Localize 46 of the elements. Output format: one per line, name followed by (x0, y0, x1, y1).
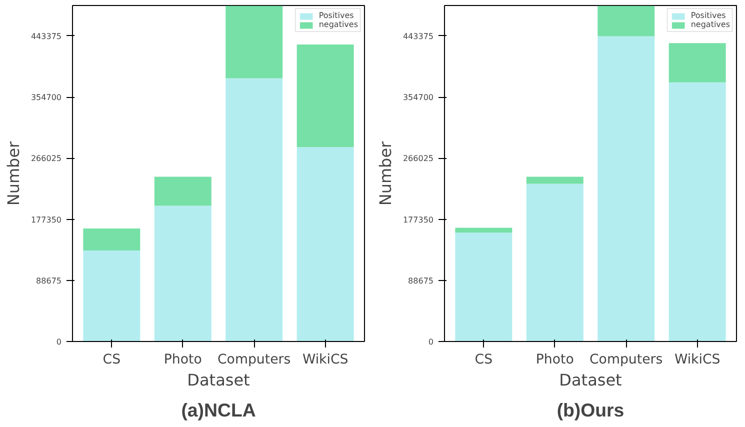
y-tick-label: 177350 (402, 215, 434, 224)
bar (668, 43, 726, 82)
bar (154, 206, 212, 342)
legend-label: negatives (690, 20, 730, 29)
x-tick-label: Computers (590, 352, 663, 368)
x-tick-label: Computers (218, 352, 291, 368)
legend-label: negatives (318, 20, 358, 29)
y-tick-label: 443375 (30, 32, 62, 41)
bar (668, 82, 726, 342)
bar (226, 6, 283, 78)
y-tick-label: 354700 (402, 93, 434, 102)
x-tick-label: WikiCS (302, 352, 348, 368)
legend-label: Positives (318, 11, 354, 20)
x-tick-label: WikiCS (674, 352, 720, 368)
y-axis-title: Number (4, 140, 23, 206)
bar (598, 36, 655, 342)
bar (598, 6, 655, 36)
x-tick-label: Photo (164, 352, 202, 368)
y-tick-label: 88675 (36, 276, 62, 286)
bar (83, 228, 140, 251)
y-tick-label: 88675 (408, 276, 434, 286)
bar (83, 250, 140, 342)
y-axis-title: Number (376, 140, 395, 206)
bar (154, 176, 212, 206)
bar (296, 44, 354, 148)
x-tick-label: CS (474, 352, 493, 368)
x-axis-title: Dataset (559, 370, 622, 390)
y-tick-label: 266025 (30, 154, 62, 164)
text: (b)Ours (556, 400, 624, 420)
y-tick-label: 443375 (402, 32, 434, 41)
x-axis-title: Dataset (187, 370, 250, 390)
bar (455, 228, 512, 233)
bar (226, 78, 283, 342)
bar (526, 176, 584, 184)
y-tick-label: 354700 (30, 93, 62, 102)
bar (526, 184, 584, 342)
y-tick-label: 177350 (30, 215, 62, 224)
legend-label: Positives (690, 11, 726, 20)
bar (296, 147, 354, 342)
x-tick-label: Photo (536, 352, 574, 368)
x-tick-label: CS (102, 352, 121, 368)
y-tick-label: 0 (428, 338, 434, 346)
bar (455, 232, 512, 342)
text: (a)NCLA (181, 400, 256, 420)
y-tick-label: 266025 (402, 154, 434, 164)
y-tick-label: 0 (56, 338, 62, 346)
